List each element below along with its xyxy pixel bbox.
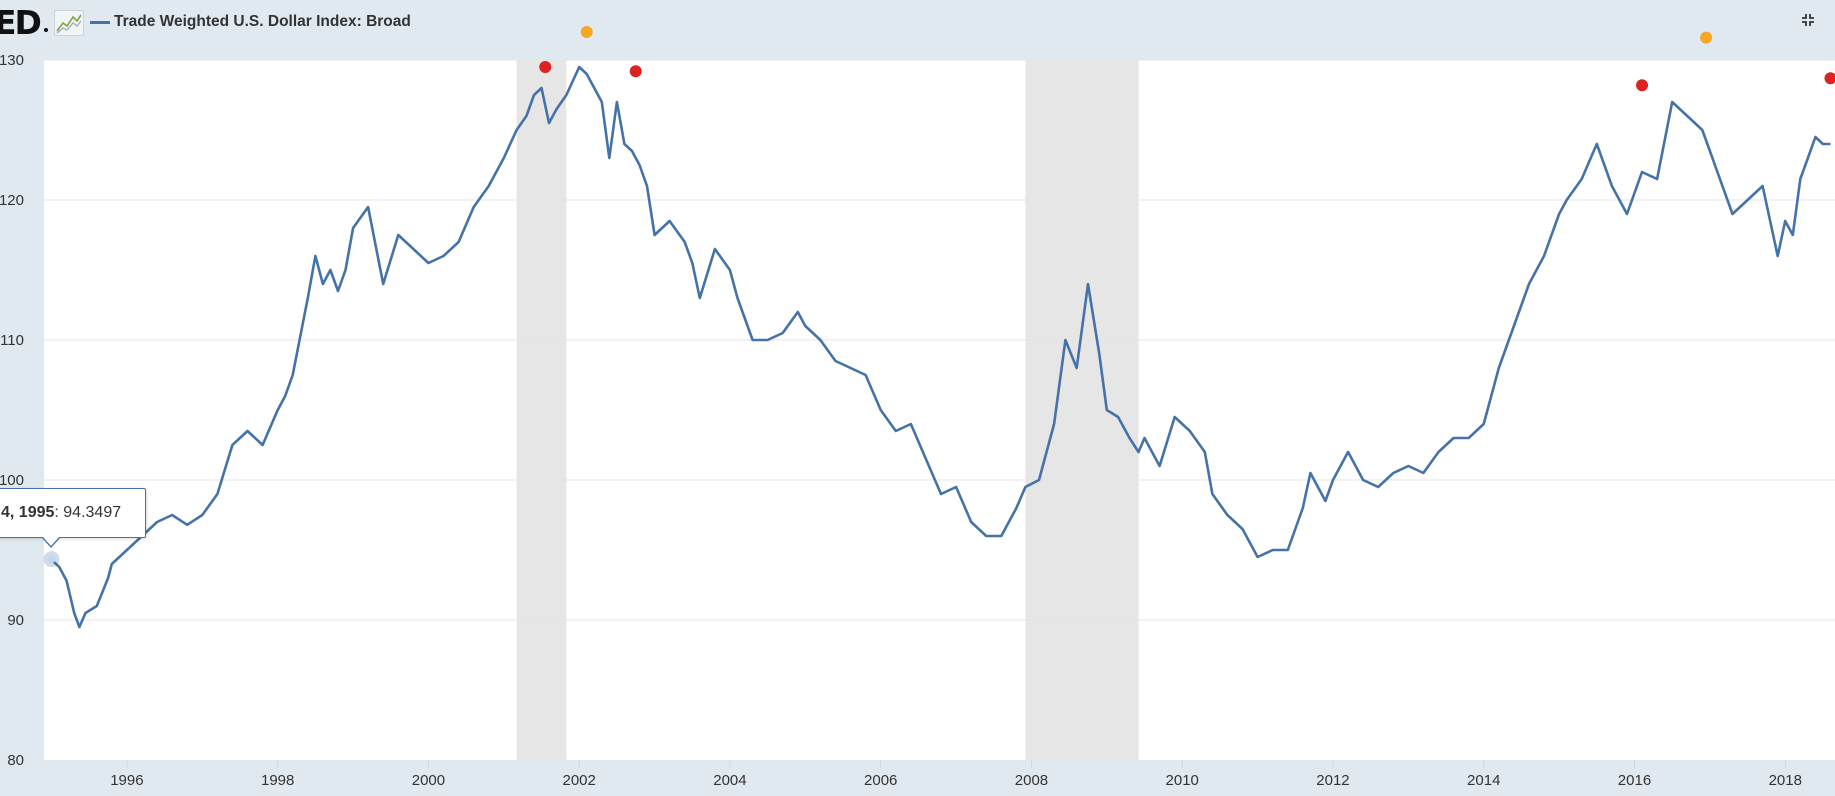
chart-header: ED Trade Weighted U.S. Dollar Index: Bro… [0,0,1835,58]
sparkline-icon[interactable] [54,10,84,36]
recession-band [1025,60,1139,760]
logo-dot [44,28,48,32]
tooltip-value: 94.3497 [63,504,122,521]
series-layer [50,65,1831,629]
x-tick-label: 2016 [1618,772,1651,789]
x-tick-label: 2006 [864,772,897,789]
grid-lines [44,59,1835,621]
x-tick-label: 2018 [1769,772,1802,789]
y-tick-label: 110 [0,332,24,349]
tooltip-date: 4, 1995 [1,504,55,521]
hover-tooltip: 4, 1995: 94.3497 [0,488,146,538]
recession-band [516,60,567,760]
tooltip-separator: : [54,504,64,521]
legend-series-title[interactable]: Trade Weighted U.S. Dollar Index: Broad [114,13,411,30]
marker-layer [539,26,1835,92]
hover-point [47,555,56,564]
annotation-marker [629,65,642,78]
annotation-marker [1636,79,1649,92]
y-tick-label: 90 [7,612,24,629]
y-tick-label: 80 [7,752,24,769]
x-tick-label: 2002 [563,772,596,789]
x-tick-label: 1996 [110,772,143,789]
x-tick-label: 2014 [1467,772,1500,789]
annotation-marker [539,61,552,73]
x-axis-labels: 1996 1998 2000 2002 2004 2006 2008 2010 2012 2014… [110,760,1802,789]
y-tick-label: 130 [0,52,24,69]
series-line [50,65,1831,629]
legend-swatch [90,21,110,24]
annotation-marker [1700,31,1713,44]
x-tick-label: 2000 [412,772,445,789]
plot-background [44,60,1835,760]
recession-bands [516,60,1139,760]
y-axis-labels: 80 90 100 110 120 130 [0,52,24,769]
collapse-icon[interactable] [1800,12,1816,28]
x-tick-label: 2008 [1015,772,1048,789]
annotation-marker [1824,72,1835,85]
x-tick-label: 2010 [1166,772,1199,789]
annotation-marker [580,26,593,38]
x-tick-label: 1998 [261,772,294,789]
y-tick-label: 120 [0,192,24,209]
y-tick-label: 100 [0,472,24,489]
x-tick-label: 2004 [713,772,746,789]
tooltip-arrow-inner [43,537,59,546]
x-tick-label: 2012 [1316,772,1349,789]
hover-layer [43,551,60,568]
tooltip-text: 4, 1995: 94.3497 [1,504,121,522]
fred-logo[interactable]: ED [0,3,42,42]
